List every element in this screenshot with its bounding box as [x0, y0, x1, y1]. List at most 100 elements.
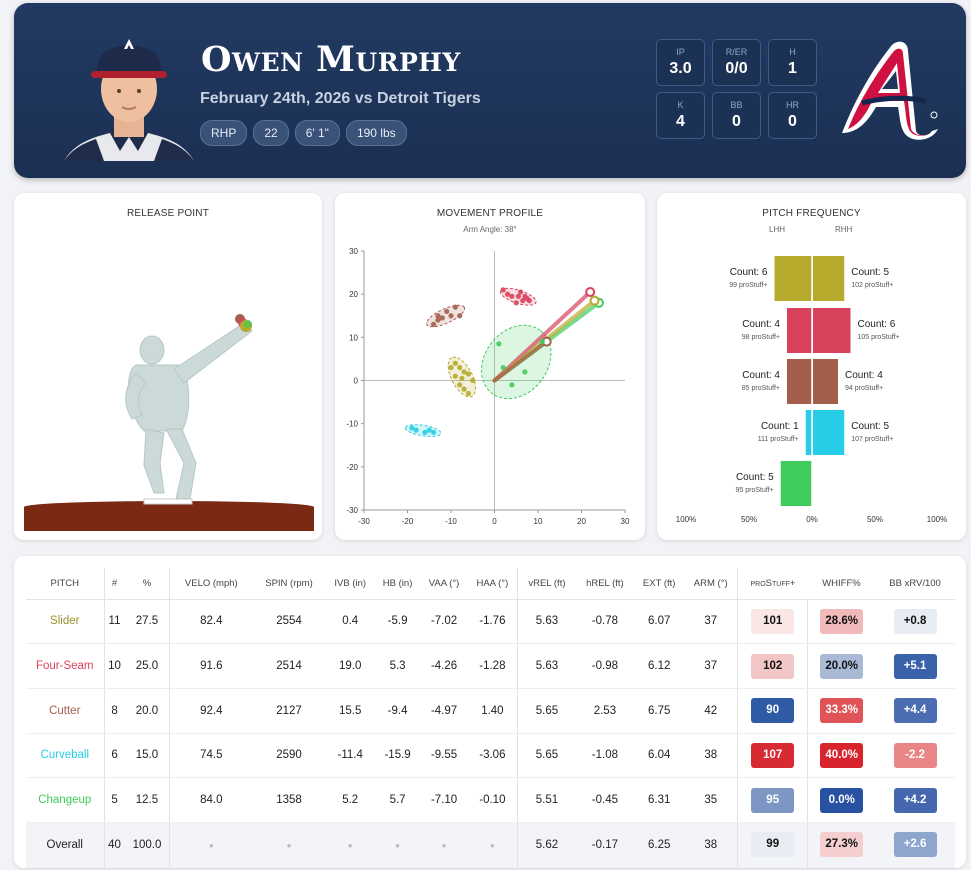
cell-stuff: 95	[737, 777, 809, 823]
table-header-row: PITCH #% VELO (mph) SPIN (rpm) IVB (in) HB (i…	[26, 568, 955, 600]
cell-pitch: Cutter	[26, 688, 105, 734]
cell-ext: 6.12	[634, 643, 685, 689]
cell-xrv: +5.1	[875, 643, 955, 689]
cell-pct: 12.5	[124, 777, 171, 823]
rhh-label: RHH	[835, 225, 853, 234]
cell-xrv: +0.8	[875, 599, 955, 645]
y-tick-label: -10	[346, 420, 358, 429]
stat-ip: IP 3.0	[656, 39, 705, 86]
pitch-point	[500, 287, 506, 293]
cell-whiff: 27.3%	[807, 822, 876, 868]
whiff-badge: 20.0%	[820, 653, 864, 679]
rhh-stuff-label: 105 proStuff+	[858, 334, 900, 341]
release-point-card: RELEASE POINT	[14, 193, 322, 540]
cell-spin: ●	[252, 822, 326, 868]
cell-arm: 37	[684, 643, 739, 689]
cell-velo: 82.4	[169, 599, 253, 645]
pitch-point	[515, 293, 522, 299]
chip-throws: RHP	[200, 120, 248, 146]
xrv-badge: +2.6	[893, 832, 937, 858]
chip-age: 22	[253, 120, 289, 146]
rhh-count-label: Count: 4	[845, 370, 883, 381]
cell-ivb: 5.2	[325, 777, 375, 823]
empty-dot: ●	[286, 840, 292, 850]
cell-pct: 20.0	[124, 688, 171, 734]
pitch-point	[457, 313, 463, 319]
lhh-bar-changeup	[780, 461, 812, 506]
cell-whiff: 33.3%	[807, 688, 876, 734]
pitch-point	[457, 364, 463, 371]
lhh-count-label: Count: 4	[742, 319, 780, 330]
pitch-point	[435, 317, 441, 323]
frequency-tick-label: 50%	[867, 515, 883, 524]
empty-dot: ●	[441, 840, 447, 850]
player-name: Owen Murphy	[201, 39, 461, 80]
cell-pitch: Overall	[26, 822, 105, 868]
pitch-point	[448, 313, 454, 319]
rhh-count-label: Count: 5	[851, 267, 889, 278]
pitch-frequency-card: PITCH FREQUENCY LHH RHH Count: 6 99 proSt…	[657, 193, 966, 540]
pitch-point	[413, 427, 419, 433]
frequency-tick-label: 50%	[741, 515, 757, 524]
cell-whiff: 0.0%	[807, 777, 876, 823]
rhh-count-label: Count: 5	[851, 421, 889, 432]
rhh-stuff-label: 94 proStuff+	[845, 385, 883, 392]
cell-vrel: 5.62	[517, 822, 576, 868]
column-header: VAA (°)	[420, 568, 468, 600]
pitch-point	[518, 289, 524, 295]
pitch-point	[520, 298, 526, 304]
y-tick-label: 10	[349, 333, 358, 342]
pitch-point	[431, 429, 437, 435]
cell-ext: 6.31	[634, 777, 685, 823]
empty-dot: ●	[395, 840, 400, 850]
lhh-stuff-label: 111 proStuff+	[758, 436, 799, 443]
lhh-count-label: Count: 5	[736, 472, 774, 483]
cell-ivb: -11.4	[325, 733, 375, 779]
whiff-badge: 28.6%	[820, 608, 864, 634]
cell-hb: -9.4	[374, 688, 421, 734]
cell-hrel: -0.17	[575, 822, 635, 868]
column-header: HB (in)	[374, 568, 421, 600]
cell-hrel: -1.08	[575, 733, 635, 779]
pitch-point	[526, 298, 532, 304]
cell-arm: 42	[684, 688, 739, 734]
pitch-metrics-table-card: PITCH #% VELO (mph) SPIN (rpm) IVB (in) HB (i…	[14, 556, 966, 868]
cell-hrel: -0.78	[575, 599, 635, 645]
cell-n: 40	[104, 822, 125, 868]
cell-haa: -3.06	[467, 733, 519, 779]
movement-profile-card: MOVEMENT PROFILE Arm Angle: 38° -30 -20 -1…	[335, 193, 645, 540]
cell-hb: -5.9	[374, 599, 421, 645]
cell-pitch: Slider	[26, 599, 105, 645]
cell-arm: 38	[684, 822, 739, 868]
cell-arm: 38	[684, 733, 739, 779]
cell-pct: 100.0	[124, 822, 171, 868]
cell-vaa: -9.55	[420, 733, 468, 779]
player-headshot	[64, 25, 194, 161]
x-tick-label: 20	[577, 517, 586, 526]
movement-chart: -30 -20 -10 0 10 20 30 30 20 10 0 -10 -20 -30	[346, 247, 630, 526]
pitch-point	[513, 300, 519, 306]
cell-hb: ●	[374, 822, 421, 868]
rhh-bar-curveball	[813, 410, 845, 455]
cell-vaa: ●	[420, 822, 468, 868]
column-header: SPIN (rpm)	[252, 568, 326, 600]
cell-xrv: +4.2	[875, 777, 955, 823]
column-header: EXT (ft)	[634, 568, 685, 600]
cell-haa: -0.10	[467, 777, 519, 823]
cell-ext: 6.07	[634, 599, 685, 645]
stuff-badge: 107	[751, 742, 795, 768]
chip-height: 6' 1"	[294, 120, 340, 146]
cell-haa: -1.76	[467, 599, 519, 645]
release-point-title: RELEASE POINT	[126, 208, 210, 219]
cell-n: 5	[104, 777, 125, 823]
column-header: VELO (mph)	[169, 568, 253, 600]
pitch-point	[461, 369, 467, 375]
xrv-badge: +5.1	[893, 653, 937, 679]
rhh-bar-four-seam	[813, 308, 851, 353]
column-header: #	[104, 568, 125, 600]
cell-ext: 6.75	[634, 688, 685, 734]
stat-bb: BB 0	[712, 92, 761, 139]
column-header: HAA (°)	[467, 568, 519, 600]
whiff-badge: 40.0%	[820, 742, 864, 768]
